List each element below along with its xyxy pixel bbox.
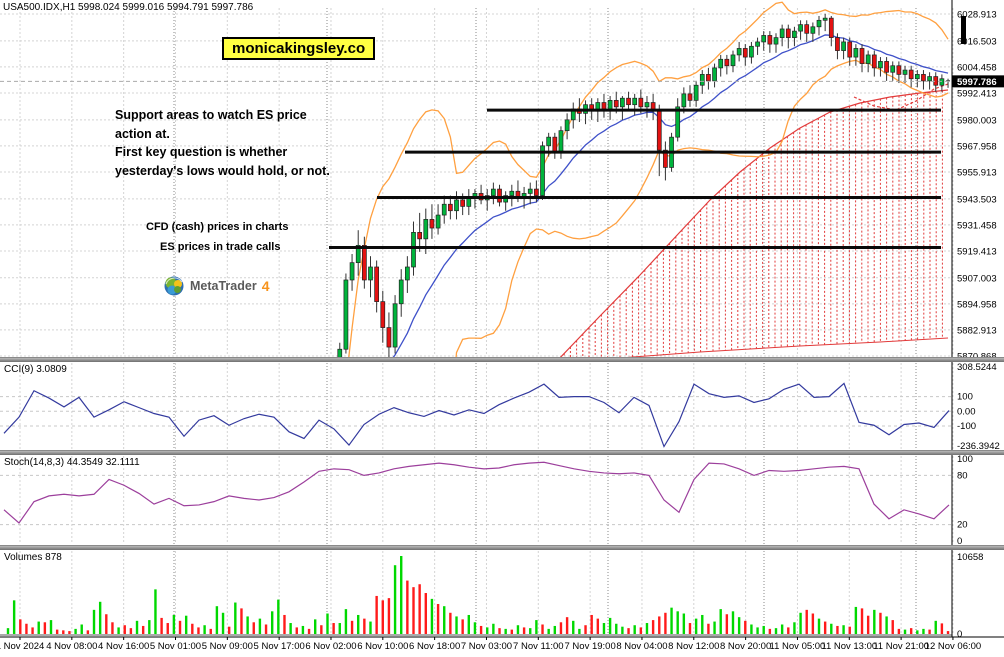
svg-text:6028.913: 6028.913 — [957, 10, 997, 21]
svg-text:5943.503: 5943.503 — [957, 194, 997, 205]
svg-text:7 Nov 11:00: 7 Nov 11:00 — [513, 641, 564, 652]
cci-label: CCI(9) 3.0809 — [4, 364, 67, 375]
metatrader-icon — [164, 276, 184, 296]
svg-text:5997.786: 5997.786 — [957, 77, 997, 88]
chart-title-ohlc: USA500.IDX,H1 5998.024 5999.016 5994.791… — [3, 2, 254, 13]
svg-text:5967.958: 5967.958 — [957, 141, 997, 152]
moving-average — [392, 34, 949, 357]
stoch-line — [3, 461, 950, 524]
svg-text:-236.3942: -236.3942 — [957, 441, 1000, 452]
svg-text:5955.913: 5955.913 — [957, 167, 997, 178]
svg-text:5 Nov 01:00: 5 Nov 01:00 — [150, 641, 201, 652]
svg-text:5992.413: 5992.413 — [957, 88, 997, 99]
svg-text:11 Nov 05:00: 11 Nov 05:00 — [770, 641, 826, 652]
svg-text:5919.413: 5919.413 — [957, 246, 997, 257]
grid-lines — [0, 8, 954, 635]
stoch-label: Stoch(14,8,3) 44.3549 32.1111 — [4, 457, 140, 468]
svg-text:12 Nov 06:00: 12 Nov 06:00 — [925, 641, 982, 652]
candles — [337, 13, 951, 357]
svg-text:6 Nov 02:00: 6 Nov 02:00 — [305, 641, 356, 652]
annotation-line-3: First key question is whether — [115, 145, 288, 159]
svg-text:100: 100 — [957, 392, 973, 403]
svg-text:1 Nov 2024: 1 Nov 2024 — [0, 641, 44, 652]
svg-text:20: 20 — [957, 520, 968, 531]
annotation-cfd-note: CFD (cash) prices in charts — [146, 221, 289, 233]
svg-text:8 Nov 12:00: 8 Nov 12:00 — [668, 641, 719, 652]
svg-text:5 Nov 17:00: 5 Nov 17:00 — [254, 641, 305, 652]
svg-text:5907.003: 5907.003 — [957, 273, 997, 284]
time-axis-labels: 1 Nov 2024 4 Nov 08:00 4 Nov 16:00 5 Nov 01… — [0, 636, 1004, 652]
svg-text:100: 100 — [957, 454, 973, 465]
svg-text:308.5244: 308.5244 — [957, 362, 997, 373]
watermark-label: monicakingsley.co — [222, 37, 376, 60]
svg-text:6016.503: 6016.503 — [957, 36, 997, 47]
panel-separator[interactable] — [0, 450, 1004, 455]
ichimoku-cloud — [559, 83, 949, 357]
svg-text:-100: -100 — [957, 421, 976, 432]
metatrader-version: 4 — [261, 278, 270, 294]
svg-text:6 Nov 18:00: 6 Nov 18:00 — [409, 641, 460, 652]
cci-line — [3, 382, 950, 448]
support-lines — [329, 108, 941, 250]
svg-text:10658: 10658 — [957, 552, 983, 563]
svg-text:8 Nov 04:00: 8 Nov 04:00 — [616, 641, 667, 652]
bollinger-bands — [348, 1, 949, 357]
annotation-line-1: Support areas to watch ES price — [115, 108, 307, 122]
svg-text:6004.458: 6004.458 — [957, 62, 997, 73]
svg-text:0: 0 — [957, 536, 962, 547]
svg-text:7 Nov 03:00: 7 Nov 03:00 — [461, 641, 512, 652]
panel-separator[interactable] — [0, 357, 1004, 362]
annotation-es-note: ES prices in trade calls — [160, 241, 281, 253]
metatrader-wordmark: MetaTrader — [190, 279, 257, 293]
volumes-label: Volumes 878 — [4, 552, 62, 563]
svg-text:5980.003: 5980.003 — [957, 115, 997, 126]
annotation-support-text: Support areas to watch ES price action a… — [115, 106, 330, 180]
svg-text:11 Nov 13:00: 11 Nov 13:00 — [821, 641, 877, 652]
volume-bars — [0, 556, 952, 636]
axis-marker — [961, 16, 966, 44]
metatrader-logo: MetaTrader 4 — [163, 275, 270, 297]
svg-text:11 Nov 21:00: 11 Nov 21:00 — [873, 641, 929, 652]
panel-separator[interactable] — [0, 545, 1004, 550]
svg-text:5 Nov 09:00: 5 Nov 09:00 — [202, 641, 253, 652]
svg-text:5894.958: 5894.958 — [957, 299, 997, 310]
svg-text:6 Nov 10:00: 6 Nov 10:00 — [357, 641, 408, 652]
price-axis-labels: 6028.913 6016.503 6004.458 5992.413 5980.003… — [951, 0, 1000, 640]
annotation-line-2: action at. — [115, 126, 170, 141]
svg-text:4 Nov 16:00: 4 Nov 16:00 — [98, 641, 149, 652]
current-price-tag: 5997.786 — [952, 75, 1004, 88]
svg-text:0: 0 — [957, 629, 962, 640]
svg-text:80: 80 — [957, 470, 968, 481]
svg-text:4 Nov 08:00: 4 Nov 08:00 — [46, 641, 97, 652]
annotation-line-4: yesterday's lows would hold, or not. — [115, 163, 330, 178]
svg-text:8 Nov 20:00: 8 Nov 20:00 — [720, 641, 771, 652]
svg-text:7 Nov 19:00: 7 Nov 19:00 — [565, 641, 616, 652]
svg-text:5931.458: 5931.458 — [957, 220, 997, 231]
svg-text:5882.913: 5882.913 — [957, 325, 997, 336]
svg-text:0.00: 0.00 — [957, 406, 976, 417]
